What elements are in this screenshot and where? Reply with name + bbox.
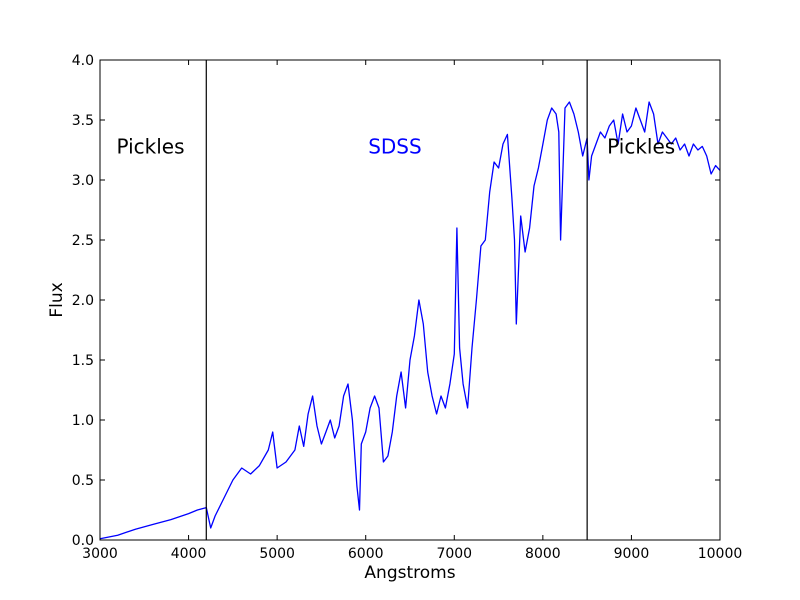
axis-ticks: 3000 4000 5000 6000 7000 8000 9000 10000 0.0 0.5 1… <box>72 53 743 562</box>
y-tick-label: 0.0 <box>72 533 94 549</box>
y-tick-label: 1.0 <box>72 413 94 429</box>
x-axis-label: Angstroms <box>364 563 455 583</box>
annotation-sdss: SDSS <box>368 135 422 159</box>
series-line-0 <box>99 101 721 540</box>
x-tick-label: 9000 <box>614 546 650 562</box>
y-tick-label: 4.0 <box>72 53 94 69</box>
y-tick-label: 3.5 <box>72 113 94 129</box>
y-tick-label: 0.5 <box>72 473 94 489</box>
vertical-lines <box>205 60 588 540</box>
y-tick-label: 3.0 <box>72 173 94 189</box>
x-tick-label: 4000 <box>171 546 207 562</box>
x-tick-label: 3000 <box>82 546 118 562</box>
annotation-pickles-right: Pickles <box>607 135 675 159</box>
x-tick-label: 8000 <box>525 546 561 562</box>
annotation-pickles-left: Pickles <box>116 135 184 159</box>
y-tick-label: 1.5 <box>72 353 94 369</box>
x-tick-label: 6000 <box>348 546 384 562</box>
x-tick-label: 10000 <box>698 546 743 562</box>
x-tick-label: 5000 <box>259 546 295 562</box>
series-layer <box>99 101 721 540</box>
x-tick-label: 7000 <box>436 546 472 562</box>
y-tick-label: 2.5 <box>72 233 94 249</box>
y-tick-label: 2.0 <box>72 293 94 309</box>
y-axis-label: Flux <box>47 282 67 317</box>
annotations: Pickles SDSS Pickles <box>116 135 675 159</box>
